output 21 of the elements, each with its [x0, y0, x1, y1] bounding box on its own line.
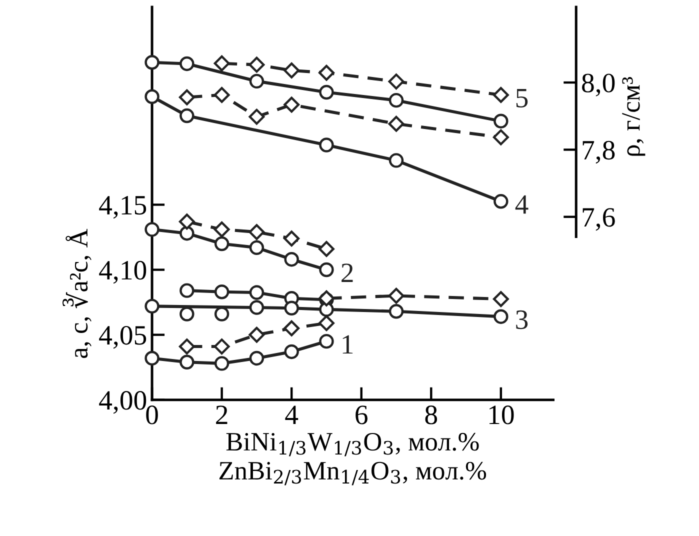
y2-tick-label: 8,0 — [582, 74, 615, 96]
y-tick-label: 4,00 — [99, 391, 146, 414]
x-tick-label: 2 — [216, 406, 228, 424]
y-tick-label: 4,05 — [99, 326, 146, 349]
x-tick-label: 0 — [146, 406, 158, 424]
series-label: 2 — [342, 264, 353, 282]
y2-axis-title: ρ, г/см³ — [622, 77, 646, 156]
x-tick-label: 6 — [356, 406, 368, 424]
x-tick-label: 8 — [425, 406, 438, 424]
x-tick-label: 10 — [489, 406, 514, 424]
y2-tick-label: 7,6 — [582, 208, 615, 231]
series-label: 4 — [515, 195, 528, 214]
series-label: 3 — [516, 310, 528, 330]
y-axis-title: a, c, ∛a²c, Å — [62, 228, 92, 358]
y2-tick-label: 7,8 — [582, 140, 615, 164]
text: BiNi$_{1/3}$W$_{1/3}$O$_{3}$, мол.% ZnBi$_{2/3}$Mn$_{1/4}$O$_{3}$, мол.% — [219, 432, 486, 486]
series-label: 5 — [516, 88, 528, 108]
series-label: 1 — [342, 335, 353, 354]
y-tick-label: 4,10 — [99, 260, 146, 284]
y-tick-label: 4,15 — [99, 196, 146, 219]
x-tick-label: 4 — [285, 406, 298, 424]
